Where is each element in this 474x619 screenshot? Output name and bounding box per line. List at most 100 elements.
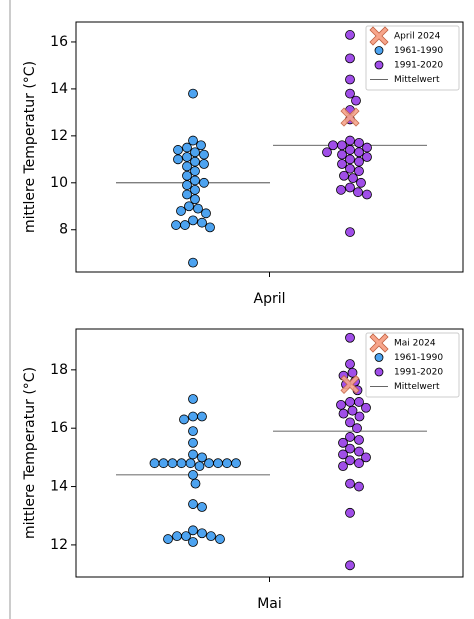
data-point xyxy=(197,502,207,512)
y-tick-label: 8 xyxy=(59,222,68,238)
legend-label: Mai 2024 xyxy=(394,339,436,349)
data-point xyxy=(182,142,192,153)
data-point xyxy=(337,149,347,160)
legend-marker xyxy=(374,353,384,362)
data-point xyxy=(222,458,232,469)
data-point xyxy=(338,449,348,460)
data-point xyxy=(339,170,349,181)
data-point xyxy=(345,332,355,343)
data-point xyxy=(354,166,364,176)
data-point xyxy=(352,423,362,434)
data-point xyxy=(354,147,364,158)
data-point xyxy=(188,257,198,268)
data-point xyxy=(362,142,372,153)
data-point xyxy=(188,135,198,146)
data-point xyxy=(184,201,194,212)
data-point xyxy=(354,137,364,148)
data-point xyxy=(188,437,198,448)
y-tick-label: 16 xyxy=(50,420,68,436)
data-point xyxy=(188,499,198,509)
data-point xyxy=(347,405,358,416)
data-point xyxy=(215,534,225,544)
y-tick-label: 12 xyxy=(50,128,68,144)
data-point xyxy=(345,359,355,369)
data-point xyxy=(188,215,198,226)
legend-label: 1961-1990 xyxy=(394,353,443,363)
data-point xyxy=(199,149,209,160)
data-point xyxy=(185,458,196,469)
data-point xyxy=(345,135,355,146)
data-point xyxy=(354,434,364,445)
data-point xyxy=(231,458,241,469)
data-point xyxy=(182,152,192,162)
y-tick-label: 14 xyxy=(50,81,68,97)
data-point xyxy=(201,208,211,219)
data-point xyxy=(345,560,355,571)
data-point xyxy=(345,443,355,454)
data-point xyxy=(188,537,198,547)
data-point xyxy=(345,432,355,442)
data-point xyxy=(182,161,192,172)
data-point xyxy=(354,446,364,457)
data-point xyxy=(188,394,198,404)
legend-label: 1991-2020 xyxy=(394,368,443,378)
legend-box xyxy=(365,25,460,91)
data-point xyxy=(188,525,198,536)
data-point xyxy=(322,147,332,158)
data-point xyxy=(190,175,200,186)
data-point xyxy=(190,184,200,195)
data-point xyxy=(348,173,358,184)
data-point xyxy=(345,227,355,237)
data-point xyxy=(199,177,209,188)
data-point xyxy=(345,163,355,174)
data-point xyxy=(182,189,192,200)
data-point xyxy=(361,402,371,413)
data-point xyxy=(345,74,355,85)
data-point xyxy=(345,397,355,407)
data-point xyxy=(188,426,198,437)
y-tick-label: 18 xyxy=(50,362,68,378)
data-point xyxy=(163,534,173,544)
data-point xyxy=(167,458,178,469)
legend-label: April 2024 xyxy=(394,32,441,42)
data-point xyxy=(190,166,200,176)
data-point xyxy=(197,452,207,463)
data-point xyxy=(190,156,200,167)
legend-marker xyxy=(374,46,384,55)
data-point xyxy=(196,140,206,151)
highlight-marker xyxy=(340,374,360,395)
data-point xyxy=(345,417,355,428)
y-axis-label: mittlere Temperatur (°C) xyxy=(22,367,38,539)
data-point xyxy=(345,455,355,466)
data-point xyxy=(353,187,363,198)
data-point xyxy=(172,531,182,542)
data-point xyxy=(206,531,216,542)
data-point xyxy=(362,189,372,200)
data-point xyxy=(361,452,371,463)
data-point xyxy=(188,88,198,99)
data-point xyxy=(194,461,205,472)
y-tick-label: 12 xyxy=(50,537,68,553)
y-tick-label: 10 xyxy=(50,175,68,191)
legend-label: Mittelwert xyxy=(394,75,440,85)
data-point xyxy=(197,411,207,422)
y-tick-label: 14 xyxy=(50,479,68,495)
legend-marker xyxy=(369,333,389,353)
data-point xyxy=(176,458,187,469)
data-point xyxy=(190,147,200,158)
data-point xyxy=(345,30,355,40)
data-point xyxy=(354,397,364,407)
data-point xyxy=(199,159,209,169)
data-point xyxy=(158,458,169,469)
data-point xyxy=(182,180,192,191)
data-point xyxy=(149,458,160,469)
y-tick-label: 16 xyxy=(50,34,68,50)
data-point xyxy=(197,528,207,539)
data-point xyxy=(338,408,349,419)
data-point xyxy=(328,140,338,151)
legend-box xyxy=(365,332,460,398)
data-point xyxy=(345,154,355,165)
data-point xyxy=(188,449,198,460)
legend-label: 1961-1990 xyxy=(394,46,443,56)
data-point xyxy=(337,159,347,169)
